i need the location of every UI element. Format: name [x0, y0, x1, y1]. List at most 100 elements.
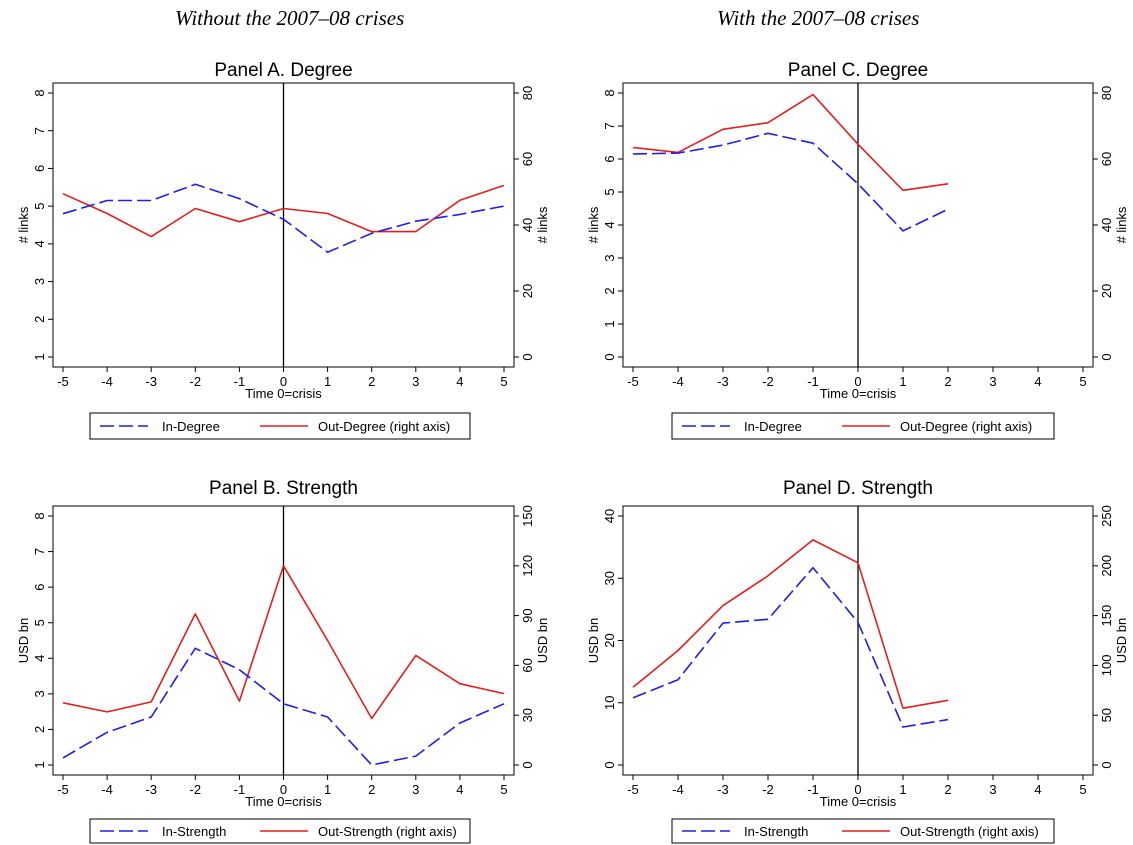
legend-in-label: In-Degree	[162, 419, 220, 434]
left-axis-tick-label: 0	[602, 761, 617, 768]
legend-in-label: In-Strength	[744, 824, 808, 839]
x-axis-tick-label: 5	[1079, 374, 1086, 389]
left-axis-tick-label: 3	[602, 254, 617, 261]
legend-out-label: Out-Strength (right axis)	[900, 824, 1039, 839]
right-axis-tick-label: 40	[1099, 218, 1114, 232]
left-axis-tick-label: 1	[32, 353, 47, 360]
x-axis-tick-label: 4	[456, 374, 463, 389]
x-axis-tick-label: 3	[989, 782, 996, 797]
right-axis-label: # links	[535, 206, 550, 243]
panel-title: Panel A. Degree	[214, 60, 352, 81]
legend-in-label: In-Strength	[162, 824, 226, 839]
right-axis-tick-label: 0	[1099, 761, 1114, 768]
x-axis-tick-label: -4	[672, 374, 684, 389]
chart-panel-4: Panel D. Strength01020304005010015020025…	[586, 478, 1129, 844]
right-axis-tick-label: 80	[520, 86, 535, 100]
left-axis-tick-label: 4	[32, 240, 47, 247]
x-axis-label: Time 0=crisis	[820, 794, 897, 809]
legend-out-label: Out-Degree (right axis)	[318, 419, 450, 434]
x-axis-label: Time 0=crisis	[820, 386, 897, 401]
right-axis-label: USD bn	[535, 618, 550, 664]
right-axis-tick-label: 90	[520, 608, 535, 622]
right-axis-tick-label: 40	[520, 218, 535, 232]
x-axis-tick-label: 4	[456, 782, 463, 797]
legend-in-label: In-Degree	[744, 419, 802, 434]
panel-title: Panel D. Strength	[783, 478, 933, 499]
x-axis-tick-label: -2	[762, 374, 774, 389]
x-axis-label: Time 0=crisis	[245, 794, 322, 809]
left-axis-tick-label: 3	[32, 690, 47, 697]
left-axis-tick-label: 5	[32, 619, 47, 626]
x-axis-tick-label: 5	[500, 374, 507, 389]
x-axis-tick-label: -5	[627, 782, 639, 797]
x-axis-tick-label: 0	[280, 374, 287, 389]
x-axis-tick-label: -1	[234, 374, 246, 389]
column-title-without-crises: Without the 2007–08 crises	[175, 6, 405, 30]
x-axis-label: Time 0=crisis	[245, 386, 322, 401]
x-axis-tick-label: 3	[412, 782, 419, 797]
right-axis-tick-label: 50	[1099, 708, 1114, 722]
right-axis-tick-label: 60	[520, 152, 535, 166]
x-axis-tick-label: 1	[899, 374, 906, 389]
x-axis-tick-label: -4	[101, 374, 113, 389]
x-axis-tick-label: 3	[989, 374, 996, 389]
right-axis-tick-label: 30	[520, 708, 535, 722]
left-axis-tick-label: 7	[602, 122, 617, 129]
x-axis-tick-label: 5	[500, 782, 507, 797]
right-axis-tick-label: 60	[1099, 152, 1114, 166]
right-axis-tick-label: 20	[520, 284, 535, 298]
left-axis-tick-label: 30	[602, 571, 617, 585]
left-axis-tick-label: 4	[32, 655, 47, 662]
x-axis-tick-label: -4	[672, 782, 684, 797]
x-axis-tick-label: 1	[324, 374, 331, 389]
in-series-line	[632, 132, 949, 232]
left-axis-tick-label: 20	[602, 633, 617, 647]
left-axis-tick-label: 10	[602, 696, 617, 710]
right-axis-label: USD bn	[1114, 618, 1129, 664]
x-axis-tick-label: 0	[280, 782, 287, 797]
out-series-line	[632, 93, 949, 192]
legend-out-label: Out-Degree (right axis)	[900, 419, 1032, 434]
right-axis-label: # links	[1114, 206, 1129, 243]
panel-title: Panel C. Degree	[788, 60, 928, 81]
right-axis-tick-label: 0	[1099, 353, 1114, 360]
out-series-line	[62, 184, 505, 238]
right-axis-tick-label: 80	[1099, 86, 1114, 100]
left-axis-label: USD bn	[586, 618, 601, 664]
left-axis-tick-label: 8	[32, 512, 47, 519]
x-axis-tick-label: 4	[1034, 374, 1041, 389]
x-axis-tick-label: 4	[1034, 782, 1041, 797]
panel-title: Panel B. Strength	[209, 478, 358, 499]
right-axis-tick-label: 60	[520, 658, 535, 672]
x-axis-tick-label: -5	[57, 782, 69, 797]
x-axis-tick-label: -4	[101, 782, 113, 797]
right-axis-tick-label: 20	[1099, 284, 1114, 298]
x-axis-tick-label: -1	[807, 374, 819, 389]
left-axis-label: # links	[586, 206, 601, 243]
x-axis-tick-label: 0	[854, 374, 861, 389]
left-axis-tick-label: 8	[602, 89, 617, 96]
x-axis-tick-label: 5	[1079, 782, 1086, 797]
in-series-line	[632, 566, 949, 728]
x-axis-tick-label: 2	[368, 782, 375, 797]
right-axis-tick-label: 0	[520, 761, 535, 768]
left-axis-tick-label: 1	[602, 320, 617, 327]
right-axis-tick-label: 100	[1099, 655, 1114, 677]
x-axis-tick-label: 1	[899, 782, 906, 797]
x-axis-tick-label: -5	[57, 374, 69, 389]
left-axis-tick-label: 5	[602, 188, 617, 195]
left-axis-tick-label: 2	[32, 726, 47, 733]
x-axis-tick-label: -3	[145, 782, 157, 797]
left-axis-tick-label: 7	[32, 548, 47, 555]
column-title-with-crises: With the 2007–08 crises	[717, 6, 920, 30]
x-axis-tick-label: -5	[627, 374, 639, 389]
left-axis-tick-label: 7	[32, 127, 47, 134]
x-axis-tick-label: 1	[324, 782, 331, 797]
right-axis-tick-label: 120	[520, 555, 535, 577]
x-axis-tick-label: -2	[762, 782, 774, 797]
left-axis-tick-label: 5	[32, 203, 47, 210]
left-axis-tick-label: 8	[32, 89, 47, 96]
